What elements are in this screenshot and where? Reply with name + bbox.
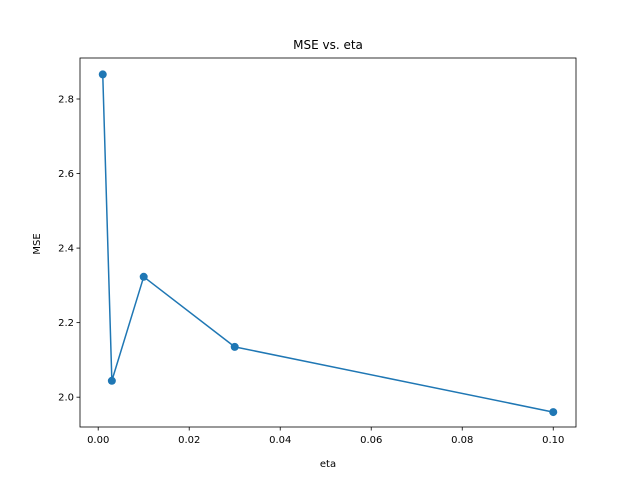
x-axis-ticks: 0.00 0.02 0.04 0.06 0.08 0.10	[87, 427, 564, 446]
y-tick-label: 2.4	[58, 244, 74, 255]
y-axis-label: MSE	[32, 233, 43, 254]
x-axis-label: eta	[320, 459, 336, 470]
data-point	[230, 342, 239, 351]
x-tick-label: 0.06	[360, 435, 382, 446]
plot-area: 0.00 0.02 0.04 0.06 0.08 0.10 2.0 2.2 2.4 2.6 2.8	[58, 57, 577, 446]
y-tick-label: 2.0	[58, 393, 74, 404]
axes-frame	[79, 57, 577, 428]
data-point	[107, 376, 116, 385]
y-tick-label: 2.2	[58, 318, 74, 329]
data-point	[139, 272, 148, 281]
y-axis-ticks: 2.0 2.2 2.4 2.6 2.8	[58, 95, 80, 404]
chart-title: MSE vs. eta	[293, 38, 363, 52]
x-tick-label: 0.00	[87, 435, 109, 446]
x-tick-label: 0.04	[269, 435, 291, 446]
series-layer	[98, 70, 558, 417]
x-tick-label: 0.10	[542, 435, 564, 446]
x-tick-label: 0.08	[451, 435, 473, 446]
data-point	[98, 70, 107, 79]
data-point	[549, 408, 558, 417]
x-tick-label: 0.02	[178, 435, 200, 446]
y-tick-label: 2.8	[58, 95, 74, 106]
y-tick-label: 2.6	[58, 169, 74, 180]
